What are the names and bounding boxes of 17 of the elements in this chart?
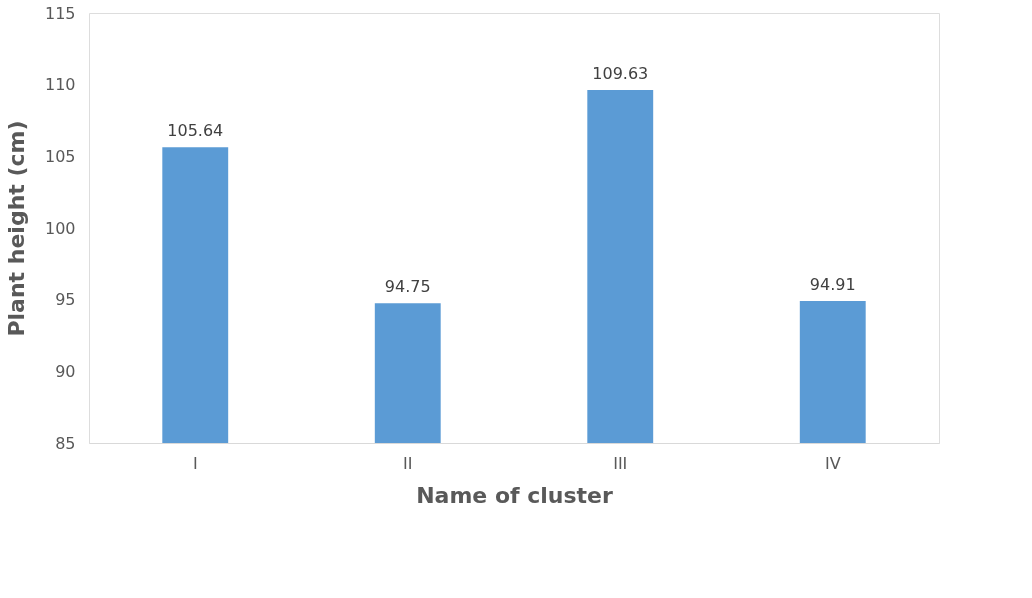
- data-label: 94.75: [384, 277, 431, 297]
- y-tick-label: 105: [44, 146, 76, 166]
- data-label: 109.63: [592, 63, 649, 83]
- x-tick-label: II: [403, 453, 413, 473]
- y-tick-label: 85: [55, 433, 76, 453]
- data-label: 105.64: [167, 121, 224, 141]
- data-label: 94.91: [809, 274, 856, 294]
- x-tick-label: I: [192, 453, 198, 473]
- y-tick-label: 115: [44, 3, 76, 23]
- x-tick-label: III: [613, 453, 628, 473]
- y-tick-label: 110: [44, 75, 76, 95]
- y-tick-label: 100: [44, 218, 76, 238]
- x-tick-label: IV: [824, 453, 841, 473]
- y-axis-title: Plant height (cm): [3, 120, 29, 337]
- y-tick-label: 95: [55, 290, 76, 310]
- y-tick-label: 90: [55, 361, 76, 381]
- x-axis-title: Name of cluster: [416, 482, 614, 508]
